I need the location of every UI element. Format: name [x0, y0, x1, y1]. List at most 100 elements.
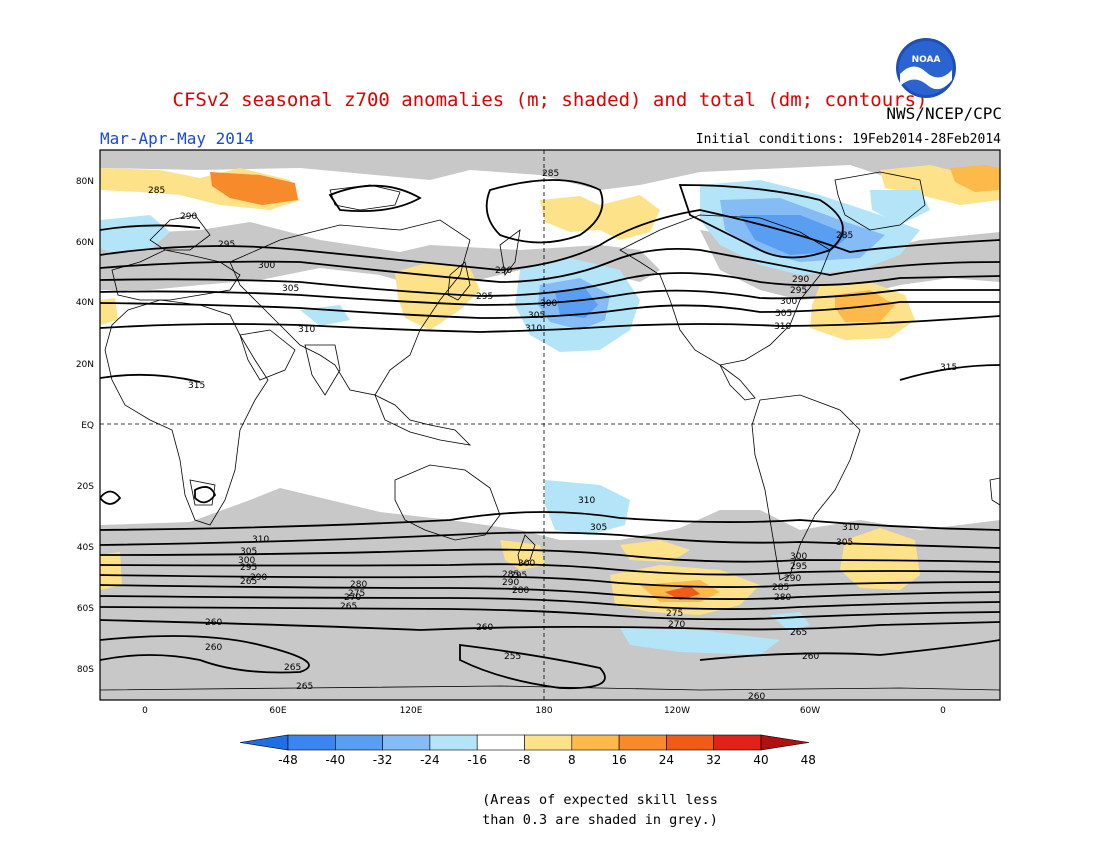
- contour-label: 275: [348, 589, 365, 599]
- contour-label: 280: [512, 586, 529, 596]
- contour-label: 305: [836, 538, 853, 548]
- lat-label: EQ: [81, 421, 94, 431]
- colorbar-label: -16: [467, 753, 487, 767]
- contour-label: 290: [784, 574, 801, 584]
- map-frame: [99, 149, 1001, 701]
- lat-label: 40S: [77, 543, 94, 553]
- contour-label: 290: [792, 275, 809, 285]
- contour-label: 300: [780, 297, 797, 307]
- contour-label: 270: [668, 620, 685, 630]
- contour-label: 265: [340, 602, 357, 612]
- reference-lines: [100, 150, 1000, 700]
- contour-label: 285: [542, 169, 559, 179]
- contour-label: 285: [836, 231, 853, 241]
- colorbar-label: 8: [568, 753, 576, 767]
- contour-label: 305: [590, 523, 607, 533]
- noaa-logo-text: NOAA: [912, 55, 941, 65]
- contour-label: 255: [504, 652, 521, 662]
- contour-label: 300: [258, 261, 275, 271]
- colorbar-swatch: [287, 734, 336, 751]
- contour-label: 280: [774, 593, 791, 603]
- contour-labels: 285 290 295 300 305 310 315 285 290 295 …: [148, 169, 957, 702]
- contour-label: 260: [205, 643, 222, 653]
- contour-label: 265: [790, 628, 807, 638]
- contour-label: 285: [502, 570, 519, 580]
- colorbar-swatch: [524, 734, 573, 751]
- colorbar-label: -32: [373, 753, 393, 767]
- contour-label: 275: [666, 609, 683, 619]
- colorbar-label: 40: [753, 753, 768, 767]
- colorbar-swatch: [334, 734, 383, 751]
- colorbar-swatch: [571, 734, 620, 751]
- colorbar-label: 48: [801, 753, 816, 767]
- contour-label: 290: [495, 266, 512, 276]
- colorbar: -48 -40 -32 -24 -16 -8 8 16 24 32 40 48: [239, 734, 816, 767]
- contour-label: 300: [518, 559, 535, 569]
- contour-label: 315: [188, 381, 205, 391]
- season-label: Mar-Apr-May 2014: [100, 129, 255, 148]
- agency-label: NWS/NCEP/CPC: [886, 104, 1002, 123]
- lon-label: 120E: [400, 706, 423, 716]
- contour-label: 300: [540, 299, 557, 309]
- colorbar-swatch: [618, 734, 667, 751]
- colorbar-arrow-left: [239, 734, 289, 751]
- contour-label: 305: [775, 309, 792, 319]
- contour-label: 295: [790, 562, 807, 572]
- initial-conditions-label: Initial conditions: 19Feb2014-28Feb2014: [695, 132, 1001, 147]
- contour-label: 310: [774, 322, 791, 332]
- longitude-axis: 0 60E 120E 180 120W 60W 0: [142, 706, 946, 716]
- contour-label: 290: [250, 573, 267, 583]
- contour-label: 310: [298, 325, 315, 335]
- chart-title: CFSv2 seasonal z700 anomalies (m; shaded…: [172, 89, 928, 111]
- contour-label: 305: [240, 547, 257, 557]
- colorbar-label: -24: [420, 753, 440, 767]
- lat-label: 80S: [77, 665, 94, 675]
- colorbar-arrow-right: [760, 734, 810, 751]
- contour-label: 295: [240, 563, 257, 573]
- contour-label: 310: [578, 496, 595, 506]
- colorbar-swatch: [429, 734, 478, 751]
- contour-label: 265: [284, 663, 301, 673]
- contour-label: 295: [218, 240, 235, 250]
- contour-label: 300: [238, 556, 255, 566]
- colorbar-label: 24: [659, 753, 674, 767]
- colorbar-swatch: [382, 734, 431, 751]
- colorbar-label: -48: [278, 753, 298, 767]
- contour-label: 260: [802, 652, 819, 662]
- contour-label: 260: [205, 618, 222, 628]
- colorbar-label: -8: [519, 753, 531, 767]
- contour-label: 315: [940, 363, 957, 373]
- contour-label: 290: [502, 578, 519, 588]
- colorbar-swatch: [713, 734, 762, 751]
- lat-label: 80N: [76, 177, 94, 187]
- colorbar-label: 32: [706, 753, 721, 767]
- contour-label: 260: [748, 692, 765, 702]
- lon-label: 0: [940, 706, 946, 716]
- contour-label: 310: [842, 523, 859, 533]
- contour-label: 305: [282, 284, 299, 294]
- contour-label: 300: [790, 552, 807, 562]
- noaa-logo: NOAA: [896, 38, 956, 98]
- lon-label: 120W: [664, 706, 690, 716]
- lat-label: 60S: [77, 604, 94, 614]
- lon-label: 60E: [269, 706, 286, 716]
- contour-label: 260: [476, 623, 493, 633]
- contour-label: 310: [252, 535, 269, 545]
- lat-label: 40N: [76, 298, 94, 308]
- contour-label: 265: [240, 577, 257, 587]
- z700-contours: [100, 179, 1000, 690]
- lon-label: 60W: [800, 706, 820, 716]
- contour-label: 285: [772, 583, 789, 593]
- latitude-axis: 80N 60N 40N 20N EQ 20S 40S 60S 80S: [76, 177, 94, 675]
- lon-label: 180: [535, 706, 552, 716]
- colorbar-label: 16: [611, 753, 626, 767]
- colorbar-swatch: [476, 734, 525, 751]
- contour-label: 295: [790, 286, 807, 296]
- contour-label: 280: [350, 580, 367, 590]
- contour-label: 290: [180, 212, 197, 222]
- lat-label: 20S: [77, 482, 94, 492]
- contour-label: 265: [296, 682, 313, 692]
- contour-label: 310: [525, 324, 542, 334]
- footnote-line-2: than 0.3 are shaded in grey.): [482, 812, 718, 828]
